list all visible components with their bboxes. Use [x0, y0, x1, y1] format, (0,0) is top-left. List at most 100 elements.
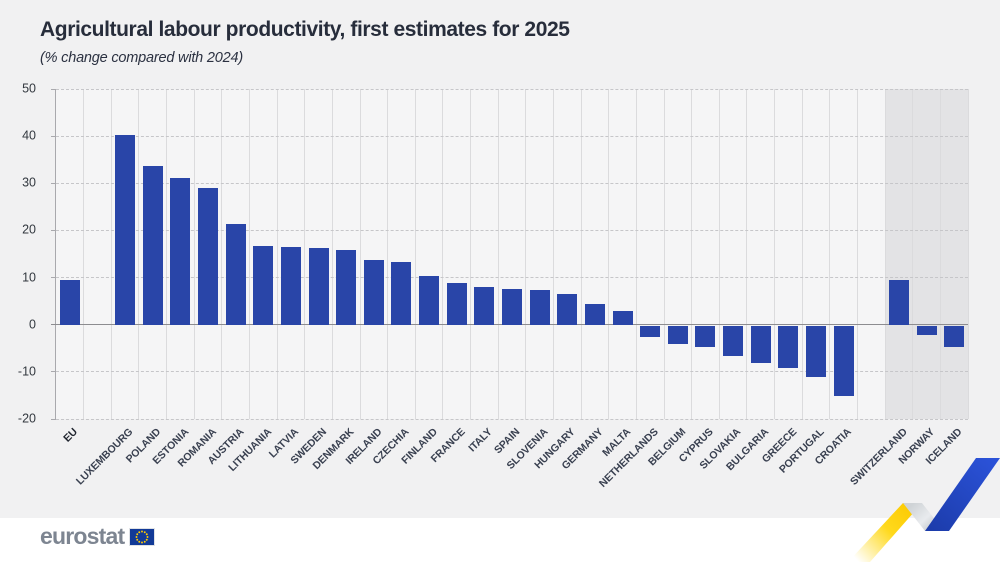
vertical-gridline — [552, 89, 554, 419]
vertical-gridline — [774, 89, 776, 419]
bar-estonia — [170, 178, 191, 325]
y-axis-tick-label: 20 — [22, 223, 36, 238]
vertical-gridline — [884, 89, 886, 419]
vertical-gridline — [801, 89, 803, 419]
bar-latvia — [280, 247, 301, 325]
vertical-gridline — [718, 89, 720, 419]
plot-area: EU LUXEMBOURG POLAND ESTONIA ROMANIA AUSTRIA L… — [51, 88, 969, 490]
vertical-gridline — [387, 89, 389, 419]
y-axis-tick-label: 30 — [22, 176, 36, 191]
bar-luxembourg — [115, 134, 136, 325]
horizontal-gridline — [56, 88, 968, 90]
y-axis-tick — [51, 135, 56, 137]
vertical-gridline — [414, 89, 416, 419]
eu-flag-icon — [129, 527, 156, 546]
bar-poland — [142, 166, 163, 325]
bar-belgium — [667, 325, 688, 344]
bar-bulgaria — [750, 325, 771, 363]
y-axis-tick-label: 10 — [22, 270, 36, 285]
bar-lithuania — [253, 245, 274, 325]
bar-greece — [778, 325, 799, 368]
bar-denmark — [336, 249, 357, 325]
vertical-gridline — [608, 89, 610, 419]
bar-switzerland — [888, 280, 909, 325]
horizontal-gridline — [56, 418, 968, 420]
vertical-gridline — [939, 89, 941, 419]
vertical-gridline — [276, 89, 278, 419]
bar-romania — [198, 188, 218, 325]
vertical-gridline — [110, 89, 112, 419]
bar-portugal — [806, 325, 826, 377]
vertical-gridline — [470, 89, 472, 419]
y-axis-tick — [51, 371, 56, 373]
vertical-gridline — [248, 89, 250, 419]
bar-iceland — [944, 325, 965, 348]
bar-spain — [502, 289, 522, 325]
bar-slovenia — [529, 289, 550, 325]
bar-malta — [612, 310, 633, 325]
vertical-gridline — [138, 89, 140, 419]
horizontal-gridline — [56, 229, 968, 231]
footer: eurostat — [0, 518, 1000, 562]
vertical-gridline — [580, 89, 582, 419]
bar-norway — [916, 325, 937, 335]
y-axis-labels: 50 40 30 20 10 0 -10 -20 — [0, 82, 46, 426]
vertical-gridline — [221, 89, 223, 419]
y-axis-tick-label: -20 — [17, 411, 36, 426]
y-axis-tick-label: 0 — [29, 317, 36, 332]
vertical-gridline — [967, 89, 969, 419]
vertical-gridline — [442, 89, 444, 419]
bar-slovakia — [723, 325, 744, 357]
vertical-gridline — [497, 89, 499, 419]
vertical-gridline — [525, 89, 527, 419]
bar-austria — [225, 224, 246, 325]
vertical-gridline — [304, 89, 306, 419]
chart-subtitle: (% change compared with 2024) — [40, 50, 243, 66]
vertical-gridline — [829, 89, 831, 419]
efta-shaded-region — [885, 89, 968, 419]
vertical-gridline — [691, 89, 693, 419]
bar-cyprus — [695, 325, 716, 348]
ribbon-yellow-band — [848, 503, 922, 562]
horizontal-gridline — [56, 182, 968, 184]
vertical-gridline — [746, 89, 748, 419]
y-axis-tick-label: 40 — [22, 128, 36, 143]
bar-sweden — [308, 247, 329, 325]
vertical-gridline — [912, 89, 914, 419]
chart-title: Agricultural labour productivity, first … — [40, 18, 570, 41]
bar-croatia — [833, 325, 854, 397]
eurostat-logo-text: eurostat — [40, 523, 125, 549]
eurostat-ribbon-decoration — [848, 458, 1000, 562]
vertical-gridline — [166, 89, 168, 419]
vertical-gridline — [83, 89, 85, 419]
y-axis-tick-label: -10 — [17, 364, 36, 379]
bar-france — [446, 283, 467, 325]
horizontal-gridline — [56, 277, 968, 279]
vertical-gridline — [331, 89, 333, 419]
bar-finland — [419, 276, 440, 325]
bar-ireland — [363, 260, 384, 325]
bar-hungary — [557, 293, 578, 325]
vertical-gridline — [193, 89, 195, 419]
bar-eu — [59, 279, 80, 325]
y-axis-tick-label: 50 — [22, 81, 36, 96]
horizontal-gridline — [56, 135, 968, 137]
bar-germany — [584, 303, 605, 325]
ribbon-blue-band — [925, 458, 1000, 531]
vertical-gridline — [663, 89, 665, 419]
y-axis-tick — [51, 182, 56, 184]
eurostat-logo: eurostat — [40, 523, 156, 549]
horizontal-gridline — [56, 371, 968, 373]
bar-czechia — [391, 262, 412, 325]
y-axis-tick — [51, 88, 56, 90]
vertical-gridline — [635, 89, 637, 419]
y-axis-tick — [51, 277, 56, 279]
vertical-gridline — [856, 89, 858, 419]
bar-netherlands — [640, 325, 661, 338]
vertical-gridline — [359, 89, 361, 419]
zero-axis-line — [51, 324, 968, 326]
y-axis-tick — [51, 418, 56, 420]
bar-italy — [474, 287, 495, 325]
y-axis-tick — [51, 229, 56, 231]
